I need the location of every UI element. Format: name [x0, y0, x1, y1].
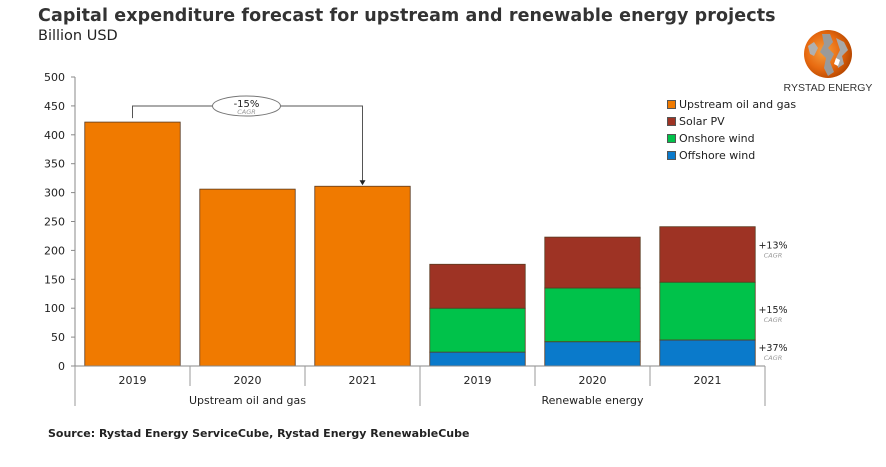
legend-swatch-solar [667, 117, 676, 126]
legend-item-onshore: Onshore wind [667, 130, 796, 147]
arrow-head-icon [359, 180, 366, 186]
legend-item-upstream: Upstream oil and gas [667, 96, 796, 113]
chart-subtitle: Billion USD [38, 28, 118, 44]
legend-label: Upstream oil and gas [679, 98, 797, 111]
y-tick-label: 100 [44, 302, 65, 315]
bar-offshore-wind [659, 339, 756, 367]
cagr-label: CAGR [764, 354, 783, 362]
cagr-value: +13% [758, 240, 787, 251]
x-tick-label: 2021 [349, 374, 377, 387]
x-group-label: Renewable energy [541, 394, 644, 407]
legend-swatch-offshore [667, 151, 676, 160]
bar-upstream-oil-and-gas [314, 185, 411, 367]
legend-label: Solar PV [679, 115, 725, 128]
rystad-logo: RYSTAD ENERGY [778, 28, 878, 98]
y-tick-label: 200 [44, 244, 65, 257]
cagr-label: CAGR [764, 316, 783, 324]
x-group-label: Upstream oil and gas [189, 394, 306, 407]
x-tick-label: 2020 [579, 374, 607, 387]
legend-swatch-onshore [667, 134, 676, 143]
x-tick-label: 2019 [119, 374, 147, 387]
bar-onshore-wind [659, 281, 756, 341]
source-note: Source: Rystad Energy ServiceCube, Rysta… [48, 427, 470, 440]
bar-solar-pv [659, 226, 756, 283]
legend-item-offshore: Offshore wind [667, 147, 796, 164]
chart-legend: Upstream oil and gas Solar PV Onshore wi… [667, 96, 796, 164]
logo-text: RYSTAD ENERGY [783, 82, 873, 94]
cagr-label: CAGR [237, 108, 256, 116]
cagr-value: -15% [234, 99, 260, 110]
legend-label: Offshore wind [679, 149, 756, 162]
bar-solar-pv [544, 236, 641, 289]
bar-offshore-wind [429, 351, 526, 367]
y-tick-label: 0 [58, 360, 65, 373]
cagr-value: +37% [758, 343, 787, 354]
bar-upstream-oil-and-gas [84, 121, 181, 367]
x-tick-label: 2020 [234, 374, 262, 387]
globe-logo-icon [804, 30, 852, 78]
bar-onshore-wind [429, 307, 526, 353]
legend-item-solar: Solar PV [667, 113, 796, 130]
cagr-label: CAGR [764, 251, 783, 259]
y-tick-label: 50 [51, 331, 65, 344]
y-tick-label: 500 [44, 71, 65, 84]
legend-swatch-upstream [667, 100, 676, 109]
legend-label: Onshore wind [679, 132, 755, 145]
cagr-value: +15% [758, 305, 787, 316]
y-tick-label: 350 [44, 158, 65, 171]
y-tick-label: 150 [44, 273, 65, 286]
bar-solar-pv [429, 263, 526, 309]
bar-upstream-oil-and-gas [199, 188, 296, 367]
y-tick-label: 450 [44, 100, 65, 113]
y-tick-label: 300 [44, 187, 65, 200]
x-tick-label: 2021 [694, 374, 722, 387]
chart-title: Capital expenditure forecast for upstrea… [38, 6, 776, 26]
y-tick-label: 250 [44, 216, 65, 229]
x-tick-label: 2019 [464, 374, 492, 387]
y-tick-label: 400 [44, 129, 65, 142]
cagr-bubble [212, 95, 281, 117]
bar-offshore-wind [544, 341, 641, 367]
bar-onshore-wind [544, 287, 641, 343]
